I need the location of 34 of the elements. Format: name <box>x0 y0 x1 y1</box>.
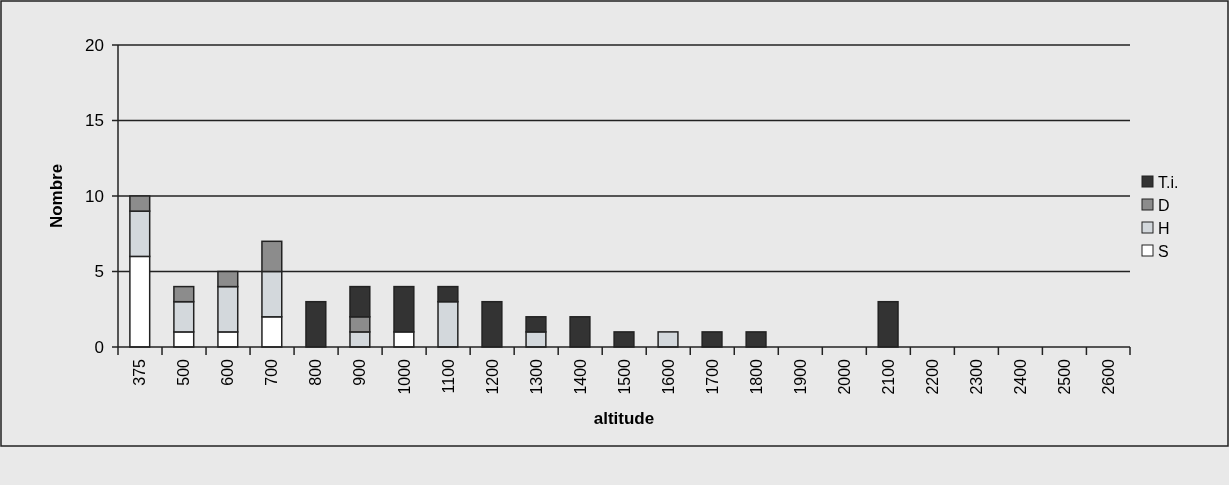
legend-label: T.i. <box>1158 173 1179 191</box>
y-tick-label: 10 <box>85 186 104 206</box>
y-axis-title: Nombre <box>47 163 66 229</box>
x-tick-label: 1600 <box>659 358 677 395</box>
y-tick-label: 15 <box>85 111 104 131</box>
legend-label: H <box>1158 219 1170 237</box>
x-tick-label: 1400 <box>571 358 589 395</box>
x-tick-label: 600 <box>219 358 237 386</box>
y-tick-label: 0 <box>94 337 104 357</box>
x-tick-label: 1800 <box>747 358 765 395</box>
x-tick-label: 375 <box>131 358 149 386</box>
x-tick-label: 900 <box>351 358 369 386</box>
x-axis-title: altitude <box>593 409 655 428</box>
x-tick-label: 2600 <box>1099 358 1117 395</box>
legend-label: S <box>1158 242 1169 260</box>
x-tick-label: 500 <box>175 358 193 386</box>
x-tick-label: 1700 <box>703 358 721 395</box>
x-tick-label: 1900 <box>791 358 809 395</box>
x-tick-label: 2500 <box>1055 358 1073 395</box>
x-tick-label: 1200 <box>483 358 501 395</box>
x-tick-label: 800 <box>307 358 325 386</box>
x-tick-label: 2100 <box>879 358 897 395</box>
x-tick-label: 700 <box>263 358 281 386</box>
x-tick-label: 2300 <box>967 358 985 395</box>
x-tick-label: 1100 <box>439 358 457 394</box>
y-tick-label: 20 <box>85 35 104 55</box>
legend-label: D <box>1158 196 1170 214</box>
y-tick-label: 5 <box>94 262 104 282</box>
x-tick-label: 1000 <box>395 358 413 395</box>
x-tick-label: 2200 <box>923 358 941 395</box>
x-tick-label: 2000 <box>835 358 853 395</box>
x-tick-label: 1500 <box>615 358 633 395</box>
x-tick-label: 1300 <box>527 358 545 395</box>
x-tick-label: 2400 <box>1011 358 1029 395</box>
